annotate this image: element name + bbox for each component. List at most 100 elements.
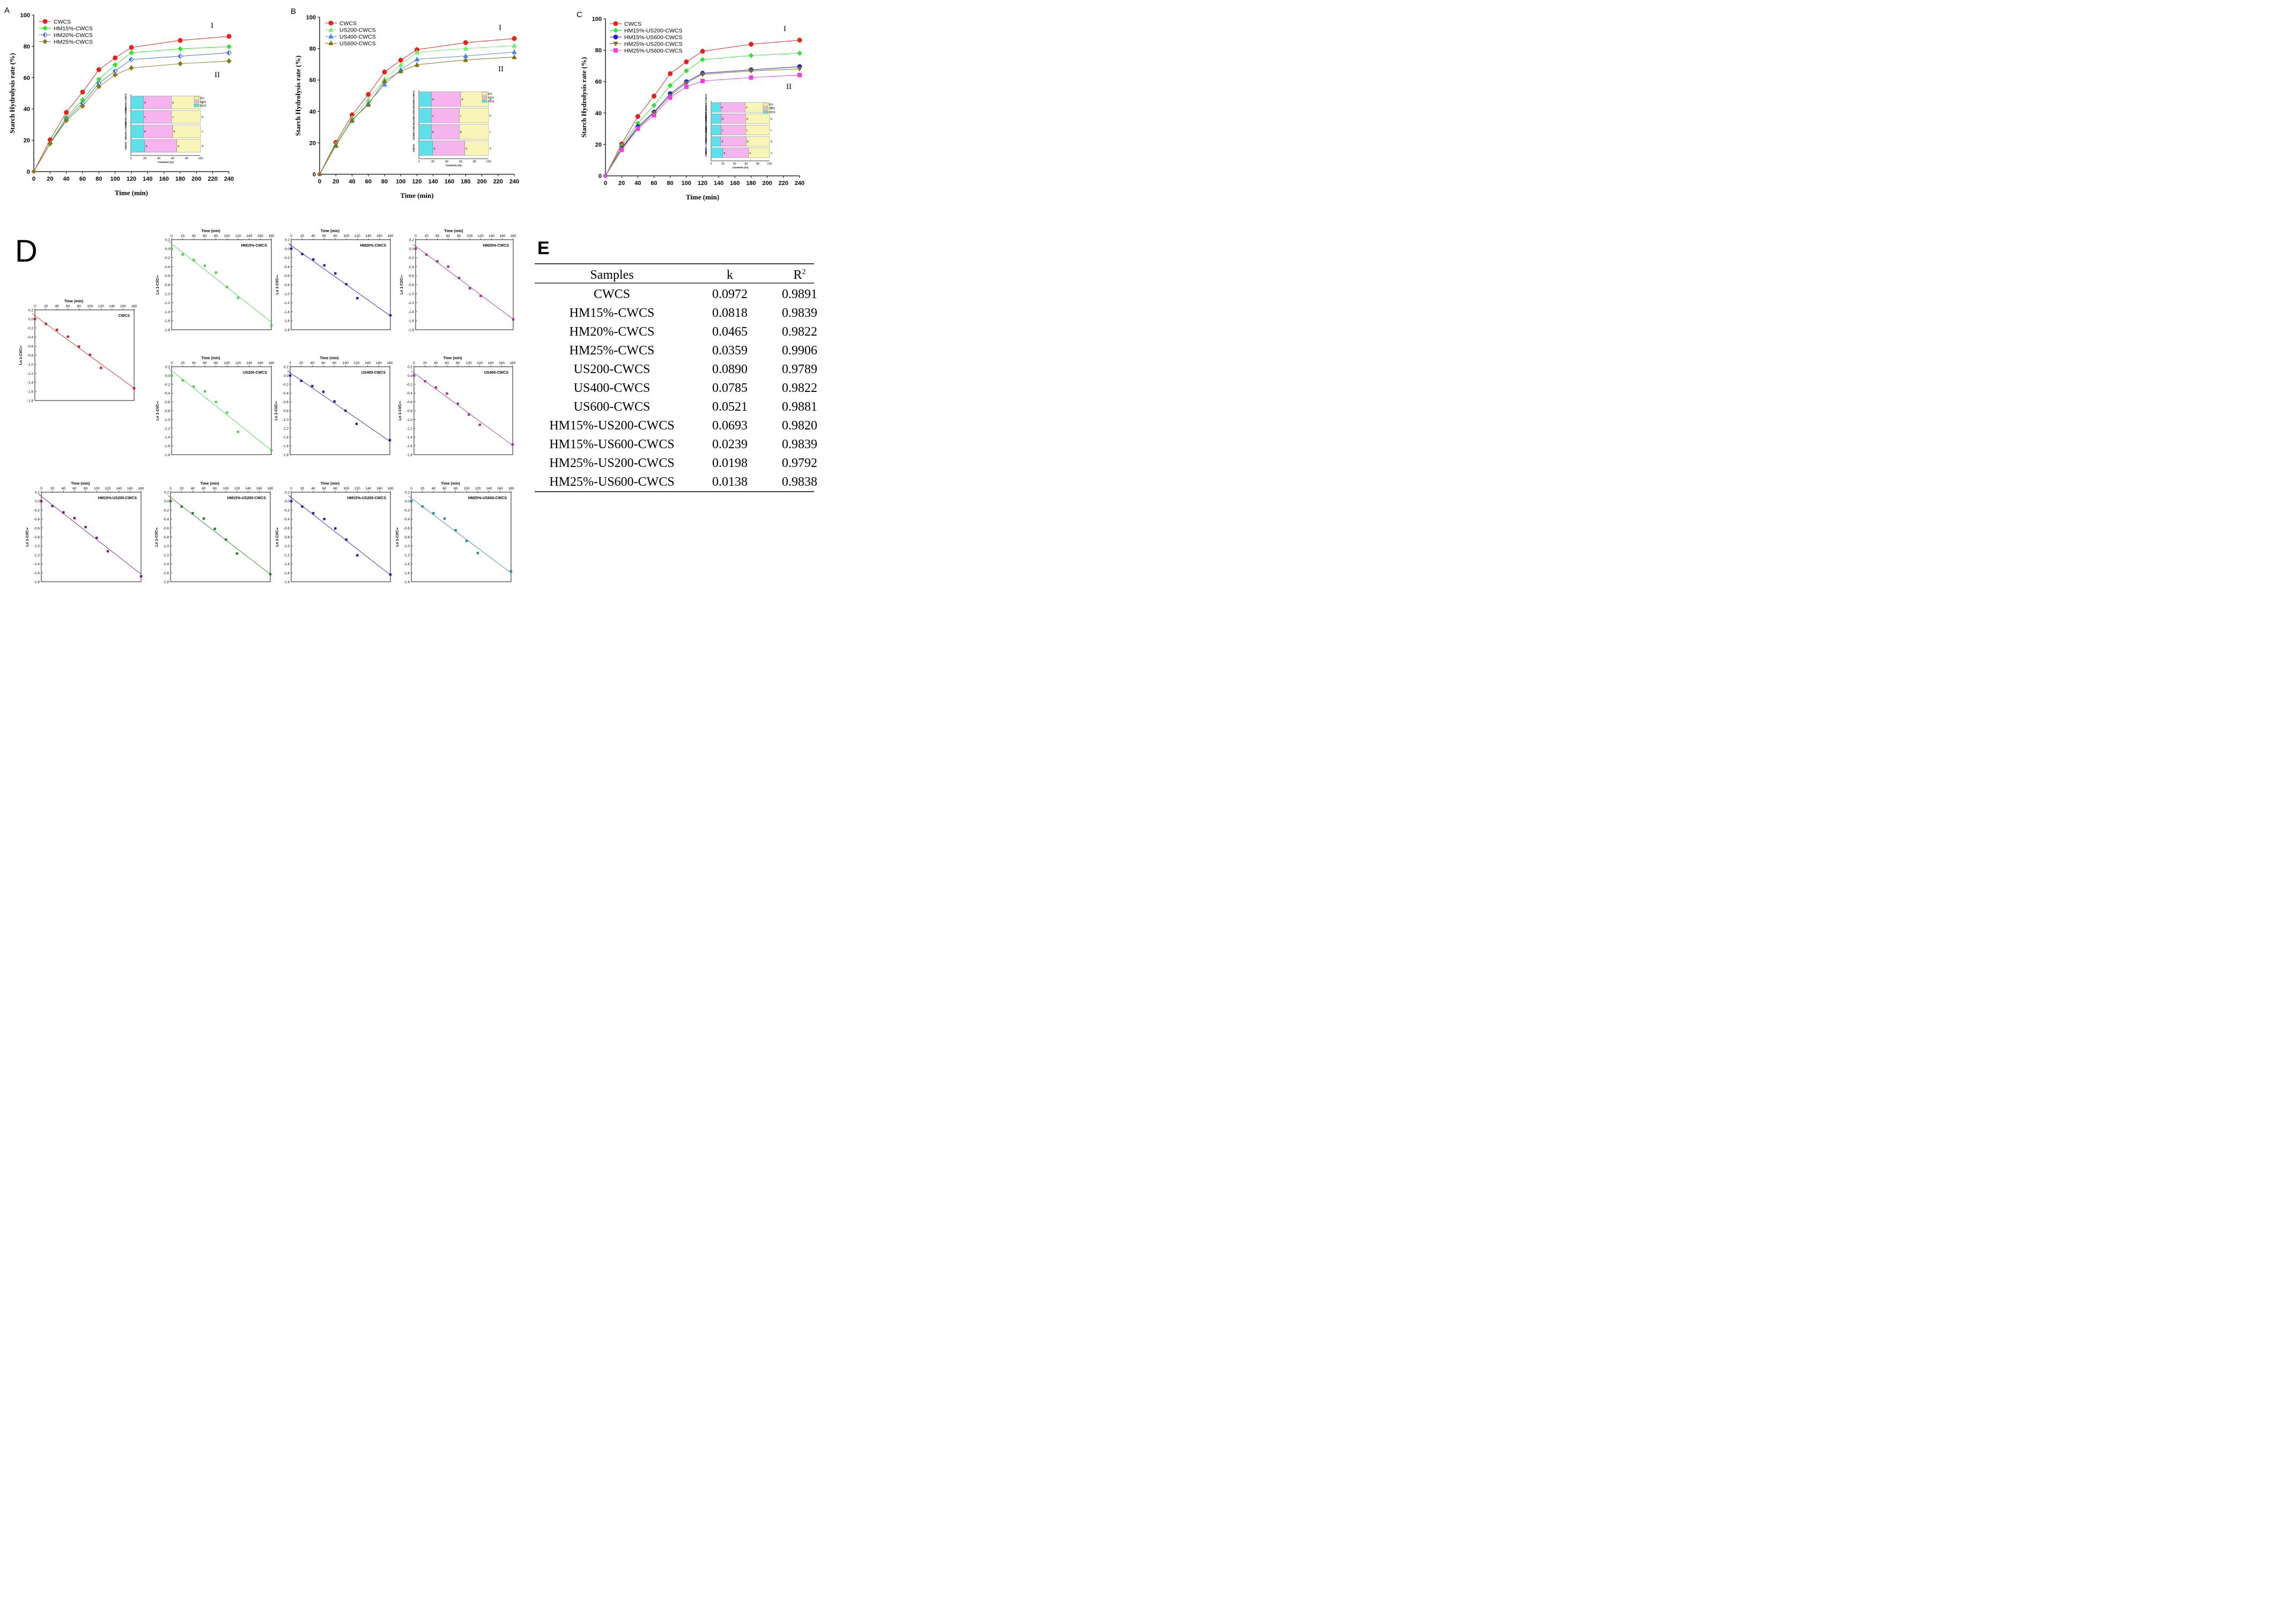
data-point <box>509 570 513 573</box>
bar-rs <box>459 124 489 139</box>
plot-frame <box>290 366 390 455</box>
x-tick-label: 60 <box>202 487 206 491</box>
x-tick-label: 60 <box>442 487 447 491</box>
annotation-II: II <box>215 71 220 79</box>
x-tick-label: 20 <box>181 361 185 365</box>
data-point <box>66 335 69 338</box>
x-tick-label: 120 <box>235 234 241 238</box>
column-header: k <box>727 268 733 282</box>
y-tick-label: -0.4 <box>283 392 289 396</box>
data-point <box>63 117 69 123</box>
x-tick-label: 60 <box>322 234 327 238</box>
inset-category-label: CWCS <box>705 149 708 157</box>
bar-letter: d <box>202 145 203 148</box>
table-cell: 0.0198 <box>712 456 748 470</box>
legend-label: US400-CWCS <box>339 34 376 40</box>
inset-x-label: Contents (%) <box>446 164 462 167</box>
bar-rs <box>746 136 770 147</box>
kinetic-plot-10: 0 20 40 60 80 100 120 140 160 180 Time (min) 0.2 0.0… <box>276 482 394 584</box>
bar-sds <box>431 108 460 123</box>
y-tick-label: -0.8 <box>34 536 40 539</box>
plot-title: HM25%-US600-CWCS <box>468 496 507 500</box>
data-point <box>668 95 672 100</box>
inset-legend-swatch <box>194 100 199 103</box>
x-tick-label: 0 <box>318 179 321 185</box>
y-tick-label: -1.4 <box>27 381 34 385</box>
x-tick-label: 120 <box>354 361 360 365</box>
fit-line <box>411 370 513 446</box>
bar-letter: c <box>202 130 203 134</box>
plot-frame <box>34 309 135 401</box>
y-tick-label: 0.2 <box>164 491 169 495</box>
x-tick-label: 20 <box>300 234 305 238</box>
inset-chart-A: d d a HM25%-CWCS c c b HM20%-CWCS b b c HM15%-CWCS a… <box>124 93 206 164</box>
x-tick-label: 180 <box>268 487 274 491</box>
x-tick-label: 60 <box>445 361 449 365</box>
y-tick-label: -0.8 <box>164 284 171 287</box>
inset-category-label: CWCS <box>124 142 128 150</box>
y-tick-label: -1.2 <box>406 427 413 431</box>
data-point <box>446 392 448 395</box>
data-point <box>51 505 54 508</box>
x-tick-label: 60 <box>72 487 77 491</box>
bar-letter: e <box>771 152 772 155</box>
x-tick-label: 160 <box>445 179 454 185</box>
bar-letter: e <box>721 106 723 109</box>
x-tick-label: 20 <box>47 176 53 182</box>
data-point <box>323 264 326 267</box>
bar-rds <box>711 136 721 147</box>
y-tick-label: -0.6 <box>408 275 415 278</box>
y-tick-label: -1.6 <box>163 572 169 575</box>
data-point <box>797 50 802 56</box>
inset-category-label: HM25%-US600-CWCS <box>705 94 708 121</box>
x-axis-label: Time (min) <box>201 357 220 360</box>
data-point <box>512 43 517 48</box>
y-tick-label: 0 <box>598 173 602 180</box>
y-tick-label: -1.2 <box>404 553 410 557</box>
chart-layer: 0 20 40 60 80 100 120 140 160 180 200 220 2400204060… <box>8 12 817 584</box>
data-point-fill <box>178 54 180 58</box>
inset-legend-label: SDS <box>488 97 494 100</box>
y-tick-label: -1.4 <box>284 310 290 314</box>
x-tick-label: 40 <box>634 180 641 187</box>
legend-marker <box>328 33 334 39</box>
data-point <box>96 67 101 72</box>
x-tick-label: 80 <box>332 361 337 365</box>
data-point <box>33 317 36 321</box>
y-tick-label: -1.2 <box>27 372 34 376</box>
y-tick-label: -0.6 <box>406 401 413 404</box>
data-point <box>619 147 624 152</box>
x-tick-label: 20 <box>332 179 339 185</box>
legend-marker <box>42 19 48 24</box>
data-point <box>797 66 802 72</box>
table-cell: 0.9891 <box>782 287 817 301</box>
annotation-I: I <box>783 25 786 33</box>
bar-letter: d <box>172 101 174 105</box>
y-axis-label: Ln 1-Ct/C∞ <box>26 527 29 546</box>
x-tick-label: 100 <box>94 487 100 491</box>
data-point <box>236 296 240 299</box>
y-tick-label: -1.4 <box>163 562 169 566</box>
data-point <box>443 517 446 520</box>
table-cell: 0.9820 <box>782 419 817 433</box>
inset-legend-swatch <box>763 106 768 110</box>
y-tick-label: -1.0 <box>34 545 40 548</box>
inset-legend-label: RS <box>769 103 773 107</box>
bar-letter: b <box>144 130 146 134</box>
x-tick-label: 100 <box>682 180 691 187</box>
table-cell: HM20%-CWCS <box>570 325 655 339</box>
x-tick-label: 40 <box>192 361 196 365</box>
data-point <box>139 575 143 578</box>
data-point <box>749 41 753 47</box>
y-tick-label: -0.6 <box>27 345 34 348</box>
data-point <box>456 402 459 405</box>
data-point <box>468 413 470 416</box>
x-axis-label: Time (min) <box>444 229 463 233</box>
data-point <box>412 374 416 377</box>
bar-rds <box>711 102 721 113</box>
panel-label-c: C <box>576 10 582 19</box>
x-tick-label: 140 <box>245 487 251 491</box>
data-point <box>683 81 689 86</box>
legend-label: HM25%-CWCS <box>54 39 93 46</box>
data-point <box>414 247 417 250</box>
